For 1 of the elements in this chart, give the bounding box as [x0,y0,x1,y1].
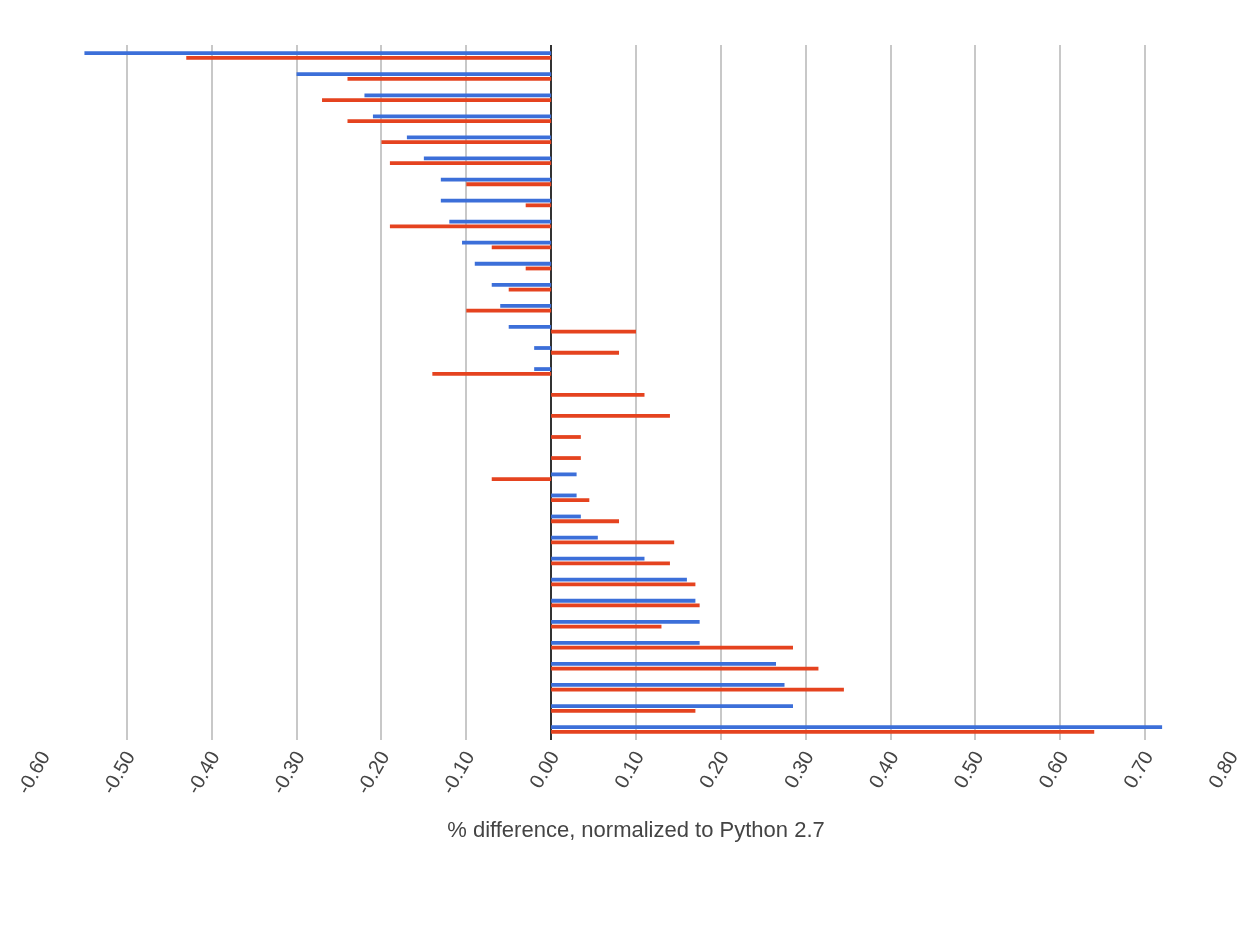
x-axis-title: % difference, normalized to Python 2.7 [447,817,825,843]
